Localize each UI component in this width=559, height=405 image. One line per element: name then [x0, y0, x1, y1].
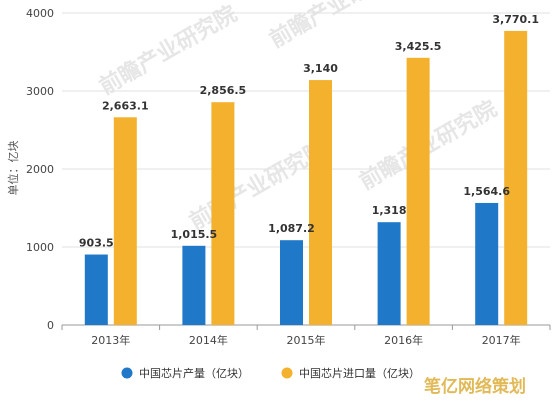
- data-label: 2,856.5: [200, 84, 247, 97]
- bar-import: [309, 80, 332, 325]
- legend-entry: 中国芯片进口量（亿块）: [299, 366, 420, 380]
- x-axis-ticks: 2013年 2014年 2015年 2016年 2017年: [91, 333, 520, 347]
- watermark-text: 前瞻产业研究院: [265, 0, 411, 53]
- data-label: 1,015.5: [171, 228, 218, 241]
- data-label: 3,770.1: [492, 13, 539, 26]
- bar-production: [377, 222, 401, 325]
- x-axis: [61, 324, 551, 330]
- y-axis-label: 单位：亿块: [6, 141, 20, 196]
- bar-import: [504, 30, 528, 326]
- x-tick-label: 2016年: [384, 333, 423, 347]
- y-tick-label: 3000: [26, 85, 54, 98]
- legend: 中国芯片产量（亿块） 中国芯片进口量（亿块）: [121, 366, 420, 380]
- bar-import: [113, 117, 137, 325]
- legend-marker: [281, 367, 293, 379]
- data-label: 3,425.5: [395, 40, 442, 53]
- y-tick-label: 2000: [26, 163, 54, 176]
- x-tick-label: 2017年: [482, 333, 521, 347]
- bars-layer: [84, 30, 528, 326]
- bar-production: [475, 202, 499, 325]
- bar-production: [280, 240, 303, 325]
- y-tick-label: 0: [47, 319, 54, 332]
- y-tick-label: 4000: [26, 7, 54, 20]
- data-label: 1,087.2: [268, 222, 315, 235]
- bar-import: [406, 57, 430, 325]
- x-tick-label: 2013年: [91, 333, 130, 347]
- x-tick-label: 2014年: [189, 333, 228, 347]
- data-label: 2,663.1: [102, 99, 149, 112]
- data-label: 3,140: [303, 62, 338, 75]
- watermark-stamp: 笔亿网络策划: [424, 376, 526, 397]
- bar-production: [84, 254, 108, 325]
- bar-production: [182, 245, 206, 325]
- bar-import: [211, 102, 235, 326]
- data-label: 903.5: [79, 237, 114, 250]
- data-labels-layer: 903.5 2,663.1 1,015.5 2,856.5 1,087.2 3,140 1,…: [79, 13, 539, 250]
- legend-marker: [121, 367, 133, 379]
- gridlines: [62, 12, 550, 248]
- x-tick-label: 2015年: [287, 333, 326, 347]
- y-axis-ticks: 0 1000 2000 3000 4000: [26, 7, 54, 332]
- legend-entry: 中国芯片产量（亿块）: [139, 366, 249, 380]
- y-tick-label: 1000: [26, 241, 54, 254]
- data-label: 1,318: [372, 204, 407, 217]
- data-label: 1,564.6: [463, 185, 510, 198]
